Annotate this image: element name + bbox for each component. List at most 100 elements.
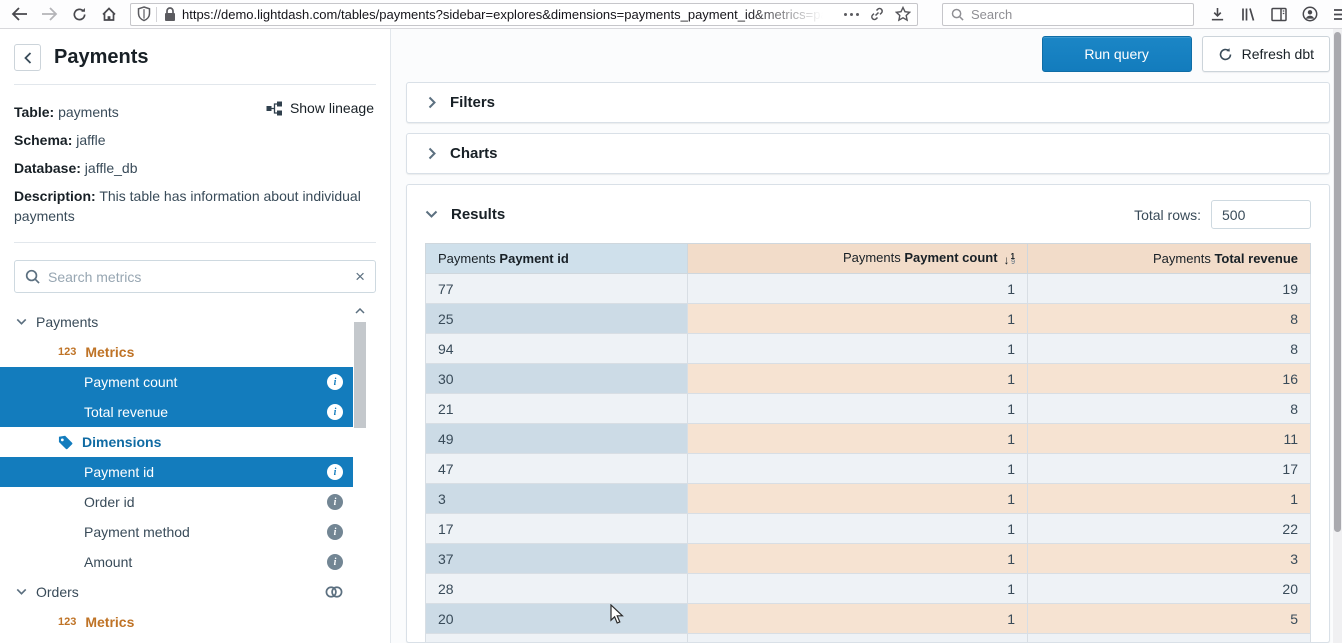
info-icon[interactable]: i [327, 374, 343, 390]
tree-item-label: Payment method [84, 524, 190, 540]
table-row[interactable]: 77 1 19 [425, 273, 1311, 304]
chevron-right-icon [428, 96, 437, 109]
tree-item-payment-id[interactable]: Payment id i [0, 457, 353, 487]
browser-toolbar: https://demo.lightdash.com/tables/paymen… [0, 0, 1342, 29]
tree-scrollbar[interactable] [352, 306, 368, 643]
table-cell: 8 [1027, 303, 1311, 334]
table-row[interactable]: 49 1 11 [425, 423, 1311, 454]
table-cell: 11 [1027, 423, 1311, 454]
page-actions-icon[interactable] [844, 12, 859, 16]
menu-icon[interactable] [1333, 8, 1342, 21]
chevron-down-icon[interactable] [425, 210, 438, 219]
table-row[interactable]: 17 1 22 [425, 513, 1311, 544]
table-row[interactable]: 47 1 17 [425, 453, 1311, 484]
scroll-up-icon[interactable] [352, 306, 368, 314]
browser-forward-button[interactable] [34, 2, 64, 26]
tree-item-order-id[interactable]: Order id i [0, 487, 353, 517]
account-icon[interactable] [1302, 6, 1318, 22]
reload-icon [72, 7, 87, 22]
tree-scrollbar-thumb[interactable] [354, 322, 366, 428]
tree-section-label: Dimensions [82, 434, 162, 450]
browser-search-box[interactable]: Search [942, 2, 1194, 26]
tree-item-amount[interactable]: Amount i [0, 547, 353, 577]
url-bar[interactable]: https://demo.lightdash.com/tables/paymen… [130, 2, 918, 26]
table-cell: 49 [425, 423, 688, 454]
forward-icon [41, 7, 58, 21]
column-header-payment-id[interactable]: Payments Payment id [425, 243, 688, 274]
info-value: payments [54, 104, 119, 120]
downloads-icon[interactable] [1210, 7, 1225, 22]
filters-panel-header[interactable]: Filters [406, 82, 1330, 123]
tree-group-label: Orders [36, 584, 79, 600]
join-icon [325, 586, 343, 599]
table-row[interactable]: 94 1 8 [425, 333, 1311, 364]
back-button[interactable] [14, 44, 41, 71]
info-icon[interactable]: i [327, 464, 343, 480]
divider [14, 84, 376, 85]
table-row[interactable]: 20 1 5 [425, 603, 1311, 634]
run-query-button[interactable]: Run query [1041, 36, 1192, 72]
browser-home-button[interactable] [94, 2, 124, 26]
clear-search-icon[interactable]: × [355, 267, 365, 286]
page-scrollbar-thumb[interactable] [1334, 32, 1341, 532]
table-cell: 8 [1027, 393, 1311, 424]
tree-group-payments[interactable]: Payments [0, 307, 353, 337]
tree-item-label: Payment id [84, 464, 155, 480]
explore-sidebar: Payments Show lineage Table: payments Sch… [0, 29, 391, 643]
browser-back-button[interactable] [4, 2, 34, 26]
info-icon-wrap: i [327, 524, 343, 540]
info-icon-wrap: i [327, 404, 343, 420]
library-icon[interactable] [1240, 7, 1256, 22]
total-rows-input[interactable] [1211, 200, 1311, 229]
bookmark-star-icon[interactable] [895, 6, 911, 22]
metrics-search-input[interactable] [48, 268, 348, 285]
shield-icon[interactable] [137, 6, 151, 22]
info-value: jaffle [72, 132, 106, 148]
search-icon [951, 8, 964, 21]
results-panel: Results Total rows: Payments Payment idP… [406, 184, 1330, 643]
tree-group-orders[interactable]: Orders [0, 577, 353, 607]
tree-section-dimensions[interactable]: Dimensions [0, 427, 353, 457]
page-scrollbar[interactable] [1333, 29, 1342, 643]
column-header-total-revenue[interactable]: Payments Total revenue [1027, 243, 1311, 274]
tree-item-total-revenue[interactable]: Total revenue i [0, 397, 353, 427]
table-cell: 1 [687, 453, 1028, 484]
table-cell: 1 [687, 273, 1028, 304]
table-row[interactable]: 30 1 16 [425, 363, 1311, 394]
table-cell: 16 [1027, 363, 1311, 394]
lock-icon[interactable] [164, 6, 176, 22]
chevron-right-icon [428, 147, 437, 160]
browser-search-placeholder: Search [971, 6, 1013, 22]
sidebar-toggle-icon[interactable] [1271, 7, 1287, 22]
link-icon[interactable] [869, 6, 885, 22]
tree-item-label: Payment count [84, 374, 178, 390]
info-icon[interactable]: i [327, 404, 343, 420]
charts-panel-header[interactable]: Charts [406, 133, 1330, 174]
table-row[interactable]: 25 1 8 [425, 303, 1311, 334]
info-icon[interactable]: i [327, 554, 343, 570]
info-icon-wrap: i [327, 554, 343, 570]
tree-item-payment-count[interactable]: Payment count i [0, 367, 353, 397]
info-label: Database: [14, 160, 81, 176]
column-name: Total revenue [1214, 251, 1298, 266]
info-icon-wrap: i [327, 464, 343, 480]
table-cell: 1 [687, 393, 1028, 424]
info-icon[interactable]: i [327, 494, 343, 510]
url-fade [746, 6, 836, 22]
table-cell: 3 [1027, 543, 1311, 574]
tree-section-metrics[interactable]: 123 Metrics [0, 337, 353, 367]
refresh-dbt-button[interactable]: Refresh dbt [1201, 36, 1330, 72]
info-icon[interactable]: i [327, 524, 343, 540]
table-row[interactable]: 28 1 20 [425, 573, 1311, 604]
table-row[interactable]: 37 1 3 [425, 543, 1311, 574]
column-header-payment-count[interactable]: Payments Payment count ↓ 1 9 [687, 243, 1028, 274]
browser-reload-button[interactable] [64, 2, 94, 26]
tree-section-metrics[interactable]: 123 Metrics [0, 607, 353, 637]
show-lineage-button[interactable]: Show lineage [266, 100, 374, 116]
table-cell [425, 633, 688, 642]
table-info: Show lineage Table: payments Schema: jaff… [0, 85, 390, 242]
tree-item-payment-method[interactable]: Payment method i [0, 517, 353, 547]
table-row[interactable]: 21 1 8 [425, 393, 1311, 424]
